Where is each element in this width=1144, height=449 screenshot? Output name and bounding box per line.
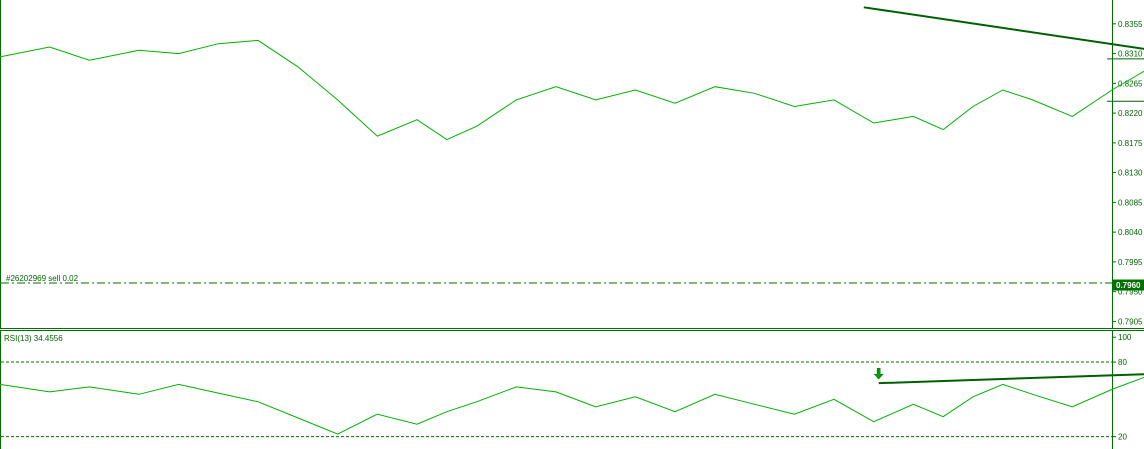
price-axis: 0.8355 0.8310 0.8265 0.8220 0.8175 0.8130 0.80… [1112,20,1143,326]
price-panel: 0.8355 0.8310 0.8265 0.8220 0.8175 0.8130 0.80… [0,6,1144,326]
rsi-axis: 100 80 20 [1112,333,1132,442]
price-axis-tick-label: 0.8085 [1118,198,1143,207]
order-label: #26202969 sell 0.02 [6,274,79,283]
price-axis-tick-label: 0.7950 [1118,288,1143,297]
price-trend-line[interactable] [863,6,1144,59]
rsi-level-lines [1,361,1112,438]
price-trend-lines [863,6,1144,59]
rsi-panel: RSI(13) 34.4556 100 80 20 [0,333,1144,442]
price-axis-tick-label: 0.8355 [1118,20,1143,29]
price-axis-tick-label: 0.8265 [1118,79,1143,88]
price-axis-tick-label: 0.7905 [1118,317,1143,326]
rsi-down-arrow-marker [873,367,884,380]
rsi-trend-lines [878,372,1144,385]
current-price-label: 0.7960 [1116,281,1141,290]
price-axis-tick-label: 0.8130 [1118,169,1143,178]
price-axis-tick-label: 0.8040 [1118,228,1143,237]
price-axis-tick-label: 0.7995 [1118,258,1143,267]
rsi-axis-tick-label: 20 [1118,433,1127,442]
price-axis-tick-label: 0.8220 [1118,109,1143,118]
rsi-trend-line[interactable] [878,372,1144,385]
price-axis-tick-label: 0.8175 [1118,139,1143,148]
order-line-group: #26202969 sell 0.02 0.7960 [1,274,1144,291]
rsi-signal-markers [873,367,884,380]
rsi-axis-tick-label: 80 [1118,358,1127,367]
price-axis-tick-label: 0.8310 [1118,50,1143,59]
rsi-axis-tick-label: 100 [1118,333,1132,342]
rsi-title: RSI(13) 34.4556 [4,334,63,343]
current-price-badge [1113,279,1144,291]
